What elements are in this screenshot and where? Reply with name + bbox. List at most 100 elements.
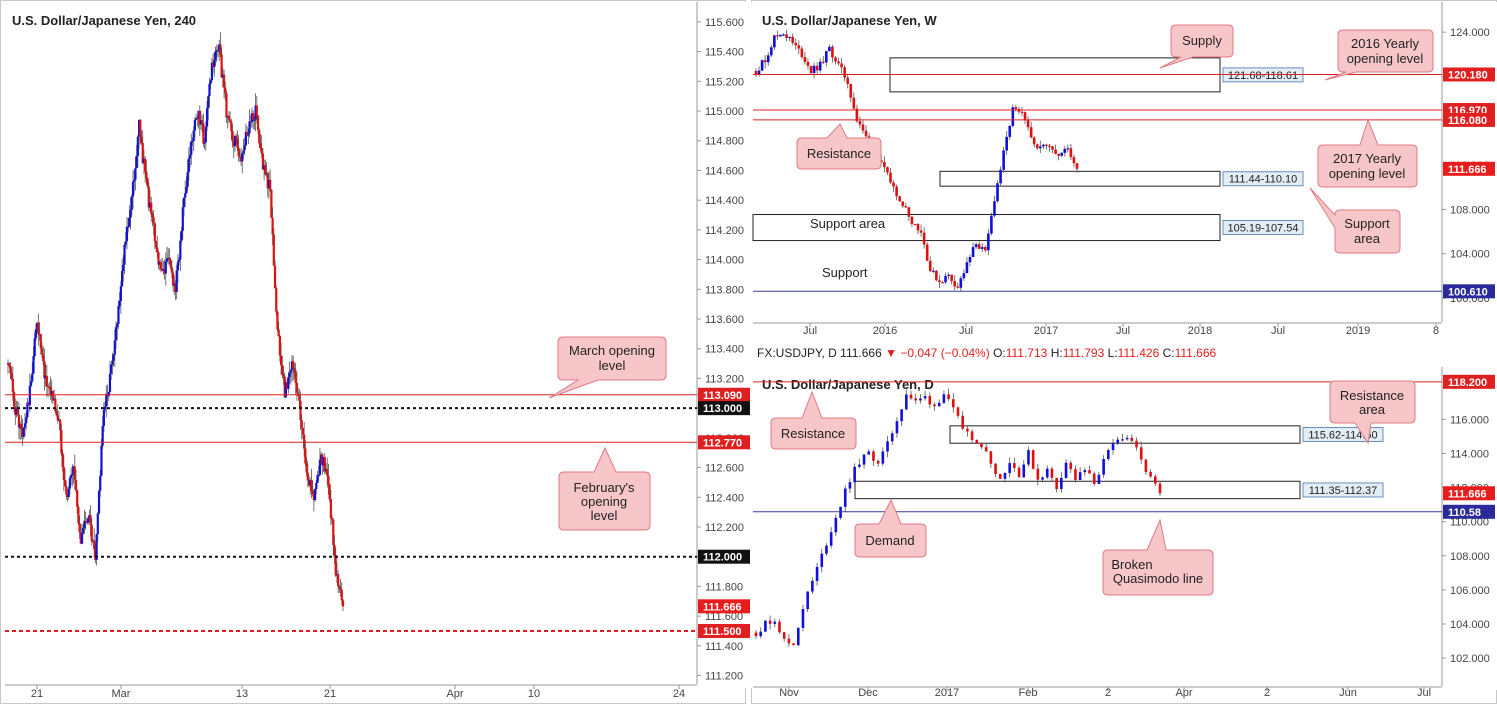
h4-candle-body [53,398,56,401]
d-x-tick-label: 2 [1264,687,1270,699]
h4-candle-body [44,375,47,379]
w-candle-body [944,275,947,283]
h4-candle-body [296,392,300,396]
h4-level-label: 111.500 [703,626,742,638]
h4-candle-body [236,138,239,148]
h4-candle-body [159,261,163,270]
h4-candle-body [311,490,314,495]
h4-candle-body [107,391,110,397]
h4-time-axis: 21 Mar 13 21 Apr 10 24 [5,684,697,700]
d-candle-body [1027,450,1030,465]
callout-march-opening-level: March opening level [548,336,667,399]
h4-candle-body [120,271,124,287]
quote-close-label: C: [1162,346,1175,360]
h4-candle-body [28,385,31,406]
w-candle-body [788,36,791,39]
h4-candle-body [74,479,78,491]
d-x-tick-label: 2017 [935,687,959,699]
h4-candle-body [139,119,142,137]
h4-y-tick-label: 111.200 [705,671,743,683]
d-candle-body [1045,468,1049,478]
w-x-tick-label: 2016 [873,325,897,337]
w-candle-body [971,247,975,258]
h4-candle-body [232,141,235,147]
h4-candle-body [241,153,244,162]
h4-candle-body [11,378,14,393]
d-candle-body [1111,443,1115,451]
h4-candle-body [235,135,238,139]
h4-candle-body [66,494,69,497]
d-candle-body [1102,458,1105,475]
callout-2017-yearly-opening-level: 2017 Yearly opening level [1317,118,1418,188]
quote-price: 111.666 [840,346,882,360]
daily-zones: 115.62-114.60 111.35-112.37 [854,425,1384,500]
d-candle-body [792,643,795,646]
h4-candle-body [212,62,215,67]
h4-candle-body [269,179,272,190]
h4-candle-body [101,425,104,446]
h4-candles [6,32,345,611]
h4-candle-body [221,74,224,78]
h4-candle-body [209,80,212,84]
d-candle-body [834,517,838,533]
w-candle-body [1008,125,1012,137]
w-candle-body [818,61,822,71]
d-candle-body [1088,470,1091,474]
h4-candle-body [248,121,251,134]
h4-x-tick-label: 21 [324,688,336,700]
d-candle-body [984,447,988,452]
h4-candle-body [284,382,288,398]
h4-candle-body [108,373,112,392]
d-candle-body [970,431,974,440]
h4-candle-body [150,202,153,214]
h4-candle-body [320,454,323,460]
d-zone-label: 111.35-112.37 [1309,485,1378,497]
h4-candle-body [82,527,85,534]
w-candle-body [815,65,819,71]
h4-candle-body [76,490,79,507]
h4-candle-body [123,244,126,265]
d-candle-body [1013,463,1016,468]
d-candle-body [919,398,922,401]
h4-candle-body [48,386,51,388]
h4-candle-body [179,240,182,260]
h4-candle-body [70,475,73,479]
h4-candle-body [289,370,292,374]
h4-candle-body [340,589,343,601]
h4-candle-body [9,365,12,374]
h4-candle-body [180,230,183,241]
h4-candle-body [176,261,180,271]
h4-candle-body [46,386,50,388]
h4-candle-body [256,115,260,131]
h4-candle-body [57,419,61,421]
d-candle-body [815,566,819,581]
h4-candle-body [17,414,21,428]
d-candle-body [829,532,833,546]
callout-march-line2: level [599,358,626,373]
h4-candle-body [332,519,335,545]
h4-candle-body [222,74,226,88]
h4-candle-body [190,141,193,155]
h4-candle-body [303,434,306,449]
callout-2016-yearly-opening-level: 2016 Yearly opening level [1324,29,1434,81]
d-candle-body [1158,483,1162,494]
callout-resistance-daily-text: Resistance [781,426,845,441]
d-candle-body [768,620,772,624]
h4-candle-body [324,469,328,472]
d-candle-body [905,394,908,410]
w-candle-body [928,260,932,272]
d-y-tick-label: 104.000 [1450,619,1490,631]
h4-y-tick-label: 114.000 [705,255,744,267]
w-candle-body [1032,137,1036,145]
d-candle-body [1135,440,1138,448]
callout-resistance-area-daily: Resistance area [1329,380,1416,445]
weekly-support-text: Support [822,265,868,280]
w-candle-body [895,186,898,197]
d-candle-body [1107,450,1110,459]
h4-candle-body [147,186,150,208]
h4-candle-body [258,130,261,144]
w-candle-body [1042,144,1045,147]
h4-candle-body [142,158,146,164]
h4-candle-body [254,105,257,120]
